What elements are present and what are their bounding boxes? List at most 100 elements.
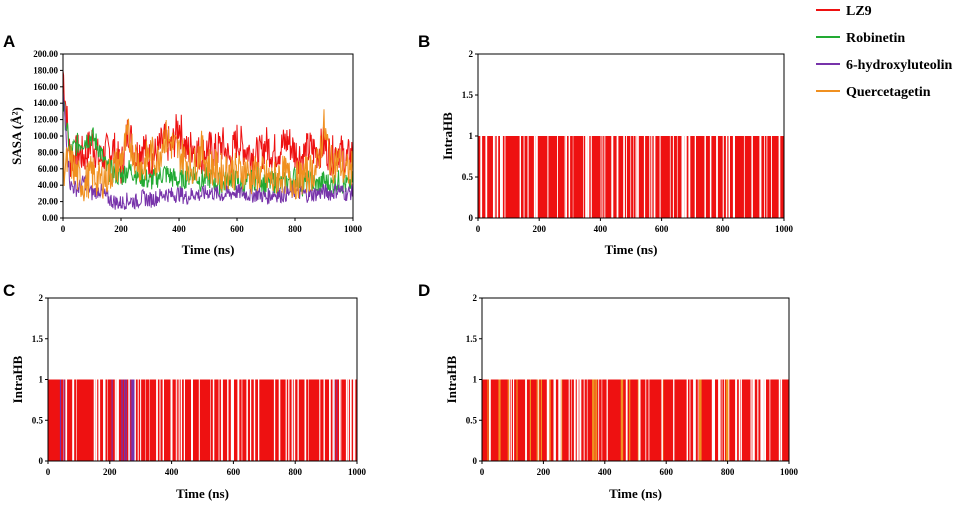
bar-gap bbox=[579, 379, 582, 461]
bar-gap bbox=[523, 136, 525, 218]
bar-gap bbox=[576, 379, 579, 461]
y-tick-label: 100.00 bbox=[33, 131, 58, 141]
bar-gap bbox=[738, 379, 741, 461]
x-tick-label: 800 bbox=[288, 467, 302, 477]
bar-gap bbox=[558, 379, 561, 461]
bar-gap bbox=[583, 379, 585, 461]
bar-gap bbox=[554, 379, 556, 461]
bar-gap bbox=[760, 379, 763, 461]
y-tick-label: 20.00 bbox=[38, 197, 59, 207]
bar-gap bbox=[221, 379, 223, 461]
bar-gap bbox=[258, 379, 260, 461]
bar-6-hydroxyluteolin bbox=[125, 379, 127, 461]
bar-gap bbox=[750, 379, 752, 461]
bar-gap bbox=[600, 136, 602, 218]
x-tick-label: 600 bbox=[230, 224, 244, 234]
legend-label: Quercetagetin bbox=[846, 85, 931, 100]
bar-gap bbox=[694, 136, 696, 218]
x-tick-label: 1000 bbox=[780, 467, 799, 477]
y-tick-label: 2 bbox=[39, 293, 44, 303]
y-tick-label: 1.5 bbox=[32, 334, 44, 344]
x-tick-label: 0 bbox=[480, 467, 485, 477]
bar-gap bbox=[565, 136, 567, 218]
bars-6-hydroxyluteolin bbox=[63, 379, 338, 461]
panel-letter: A bbox=[3, 32, 15, 51]
bar-gap bbox=[345, 379, 348, 461]
x-tick-label: 400 bbox=[172, 224, 186, 234]
y-tick-label: 120.00 bbox=[33, 115, 58, 125]
bar-gap bbox=[649, 136, 651, 218]
bar-gap bbox=[653, 136, 656, 218]
x-tick-label: 0 bbox=[46, 467, 51, 477]
y-axis-label: IntraHB bbox=[440, 112, 455, 160]
bar-gap bbox=[213, 379, 214, 461]
bar-gap bbox=[191, 379, 193, 461]
bar-gap bbox=[639, 379, 641, 461]
bar-gap bbox=[553, 379, 555, 461]
bar-gap bbox=[645, 379, 647, 461]
bar-gap bbox=[536, 136, 538, 218]
bar-gap bbox=[778, 136, 781, 218]
bar-gap bbox=[95, 379, 98, 461]
bar-gap bbox=[297, 379, 299, 461]
bar-gap bbox=[116, 379, 119, 461]
bar-gap bbox=[332, 379, 334, 461]
legend: LZ9 Robinetin 6-hydroxyluteolin Quercetaget… bbox=[816, 4, 953, 100]
bar-gap bbox=[759, 136, 762, 218]
bar-gap bbox=[323, 379, 325, 461]
x-tick-label: 400 bbox=[598, 467, 612, 477]
bar-gap bbox=[732, 136, 734, 218]
bar-gap bbox=[598, 379, 600, 461]
bar-gap bbox=[721, 379, 723, 461]
bar-gap bbox=[780, 379, 783, 461]
y-tick-label: 80.00 bbox=[38, 147, 59, 157]
y-tick-label: 1 bbox=[473, 375, 478, 385]
bar-gap bbox=[65, 379, 68, 461]
x-tick-label: 0 bbox=[476, 224, 481, 234]
x-tick-label: 600 bbox=[659, 467, 673, 477]
x-tick-label: 0 bbox=[61, 224, 66, 234]
bar-gap bbox=[509, 379, 510, 461]
bar-gap bbox=[630, 136, 632, 218]
bar-gap bbox=[250, 379, 252, 461]
series-bars bbox=[478, 136, 784, 218]
bar-gap bbox=[771, 136, 772, 218]
bar-gap bbox=[693, 379, 695, 461]
bar-gap bbox=[528, 136, 529, 218]
bar-gap bbox=[604, 136, 606, 218]
y-tick-label: 0.5 bbox=[466, 415, 478, 425]
bar-gap bbox=[557, 136, 558, 218]
bar-gap bbox=[72, 379, 75, 461]
bar-gap bbox=[537, 379, 539, 461]
bar-6-hydroxyluteolin bbox=[121, 379, 123, 461]
bar-gap bbox=[198, 379, 200, 461]
bar-gap bbox=[778, 379, 781, 461]
y-tick-label: 1 bbox=[39, 375, 44, 385]
x-axis-label: Time (ns) bbox=[605, 242, 658, 257]
bar-quercetagetin bbox=[540, 379, 542, 461]
bar-gap bbox=[685, 136, 687, 218]
bar-gap bbox=[764, 379, 766, 461]
bar-gap bbox=[728, 136, 730, 218]
x-tick-label: 200 bbox=[537, 467, 551, 477]
bar-gap bbox=[694, 379, 696, 461]
panel-letter: C bbox=[3, 281, 15, 300]
bar-gap bbox=[347, 379, 349, 461]
bar-gap bbox=[711, 379, 713, 461]
series-line-quercetagetin bbox=[63, 109, 353, 202]
y-axis-label: IntraHB bbox=[444, 355, 459, 403]
y-tick-label: 1.5 bbox=[466, 334, 478, 344]
x-tick-label: 800 bbox=[721, 467, 735, 477]
y-tick-label: 0 bbox=[39, 456, 44, 466]
bar-gap bbox=[681, 136, 683, 218]
panel-a: 0 200 400 600 800 1000 0.00 20.00 40.00 60.00 80.0… bbox=[3, 32, 363, 257]
bar-gap bbox=[648, 379, 650, 461]
bar-gap bbox=[547, 136, 549, 218]
bar-gap bbox=[718, 379, 721, 461]
y-tick-label: 40.00 bbox=[38, 180, 59, 190]
bar-gap bbox=[611, 136, 613, 218]
bar-gap bbox=[686, 379, 688, 461]
bar-gap bbox=[725, 136, 728, 218]
bar-gap bbox=[183, 379, 185, 461]
bar-gap bbox=[637, 136, 639, 218]
